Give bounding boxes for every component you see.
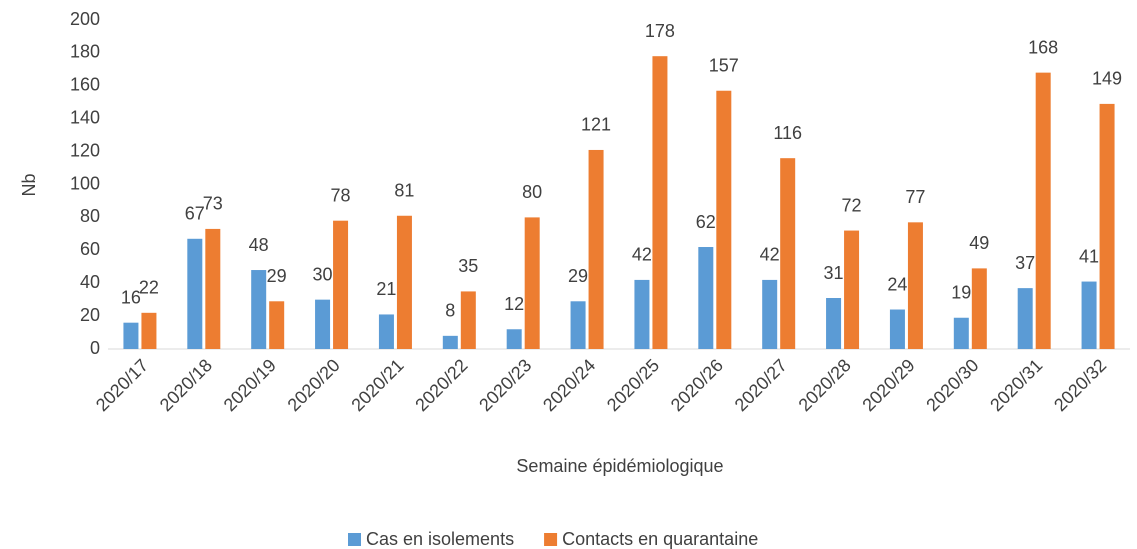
- bar: [524, 217, 540, 349]
- bar: [889, 309, 905, 349]
- value-label: 30: [313, 264, 333, 284]
- value-label: 62: [696, 212, 716, 232]
- value-label: 29: [267, 266, 287, 286]
- value-label: 157: [709, 55, 739, 75]
- value-label: 31: [824, 263, 844, 283]
- bar: [251, 270, 267, 349]
- bar: [588, 149, 604, 349]
- y-tick-label: 140: [70, 107, 100, 127]
- y-tick-label: 120: [70, 140, 100, 160]
- bar: [652, 56, 668, 349]
- value-label: 178: [645, 21, 675, 41]
- value-label: 80: [522, 182, 542, 202]
- value-label: 21: [376, 279, 396, 299]
- x-tick-label: 2020/20: [284, 355, 344, 415]
- y-axis-title: Nb: [19, 173, 39, 196]
- bar: [780, 158, 796, 349]
- bar: [506, 329, 522, 349]
- x-tick-label: 2020/28: [795, 355, 855, 415]
- value-label: 22: [139, 278, 159, 298]
- x-tick-label: 2020/29: [858, 355, 918, 415]
- value-label: 8: [445, 301, 455, 321]
- value-label: 168: [1028, 37, 1058, 57]
- x-tick-label: 2020/24: [539, 355, 599, 415]
- y-tick-label: 80: [80, 206, 100, 226]
- value-label: 73: [203, 194, 223, 214]
- y-tick-label: 40: [80, 272, 100, 292]
- bar: [396, 215, 412, 349]
- bar: [716, 90, 732, 350]
- value-label: 41: [1079, 246, 1099, 266]
- x-tick-label: 2020/32: [1050, 355, 1110, 415]
- value-label: 78: [331, 185, 351, 205]
- legend-swatch: [348, 533, 361, 546]
- bar: [460, 291, 476, 349]
- value-label: 42: [760, 245, 780, 265]
- value-label: 48: [249, 235, 269, 255]
- bar: [141, 312, 157, 349]
- value-label: 19: [951, 282, 971, 302]
- value-label: 49: [969, 233, 989, 253]
- value-label: 37: [1015, 253, 1035, 273]
- value-label: 121: [581, 115, 611, 135]
- x-axis-title: Semaine épidémiologique: [516, 456, 723, 476]
- bar: [1035, 72, 1051, 349]
- value-label: 42: [632, 245, 652, 265]
- value-label: 16: [121, 287, 141, 307]
- x-tick-label: 2020/27: [731, 355, 791, 415]
- bar: [333, 220, 349, 349]
- bar: [1081, 281, 1097, 349]
- x-tick-label: 2020/25: [603, 355, 663, 415]
- bar: [844, 230, 860, 349]
- value-label: 149: [1092, 69, 1122, 89]
- y-tick-label: 180: [70, 42, 100, 62]
- bar: [205, 228, 221, 349]
- value-label: 72: [842, 195, 862, 215]
- legend-swatch: [544, 533, 558, 546]
- bar: [315, 299, 331, 349]
- bar: [953, 317, 969, 349]
- value-label: 77: [905, 187, 925, 207]
- value-label: 116: [773, 123, 802, 143]
- bar: [698, 247, 714, 349]
- value-label: 67: [185, 204, 205, 224]
- legend-label: Contacts en quarantaine: [562, 529, 758, 549]
- bar: [971, 268, 987, 349]
- x-tick-label: 2020/18: [156, 355, 216, 415]
- bar: [570, 301, 586, 349]
- bar: [378, 314, 394, 349]
- x-tick-label: 2020/30: [922, 355, 982, 415]
- bar: [123, 322, 139, 349]
- y-tick-label: 20: [80, 305, 100, 325]
- bar: [762, 279, 778, 349]
- x-tick-label: 2020/23: [475, 355, 535, 415]
- bar: [826, 298, 842, 349]
- value-label: 12: [504, 294, 524, 314]
- bar: [187, 238, 203, 349]
- bar: [1099, 103, 1115, 350]
- y-tick-label: 200: [70, 9, 100, 29]
- value-label: 29: [568, 266, 588, 286]
- bar: [442, 335, 458, 349]
- y-tick-label: 60: [80, 239, 100, 259]
- x-tick-label: 2020/21: [347, 355, 407, 415]
- value-label: 24: [887, 274, 907, 294]
- x-tick-label: 2020/31: [986, 355, 1046, 415]
- y-tick-label: 160: [70, 75, 100, 95]
- x-tick-label: 2020/19: [220, 355, 280, 415]
- bar: [269, 301, 285, 349]
- x-tick-label: 2020/26: [667, 355, 727, 415]
- bar: [907, 222, 923, 349]
- x-tick-label: 2020/17: [92, 355, 152, 415]
- legend-label: Cas en isolements: [366, 529, 514, 549]
- bar: [1017, 288, 1033, 349]
- y-tick-label: 100: [70, 173, 100, 193]
- bar: [634, 279, 650, 349]
- x-tick-label: 2020/22: [411, 355, 471, 415]
- value-label: 35: [458, 256, 478, 276]
- y-tick-label: 0: [90, 338, 100, 358]
- value-label: 81: [394, 181, 414, 201]
